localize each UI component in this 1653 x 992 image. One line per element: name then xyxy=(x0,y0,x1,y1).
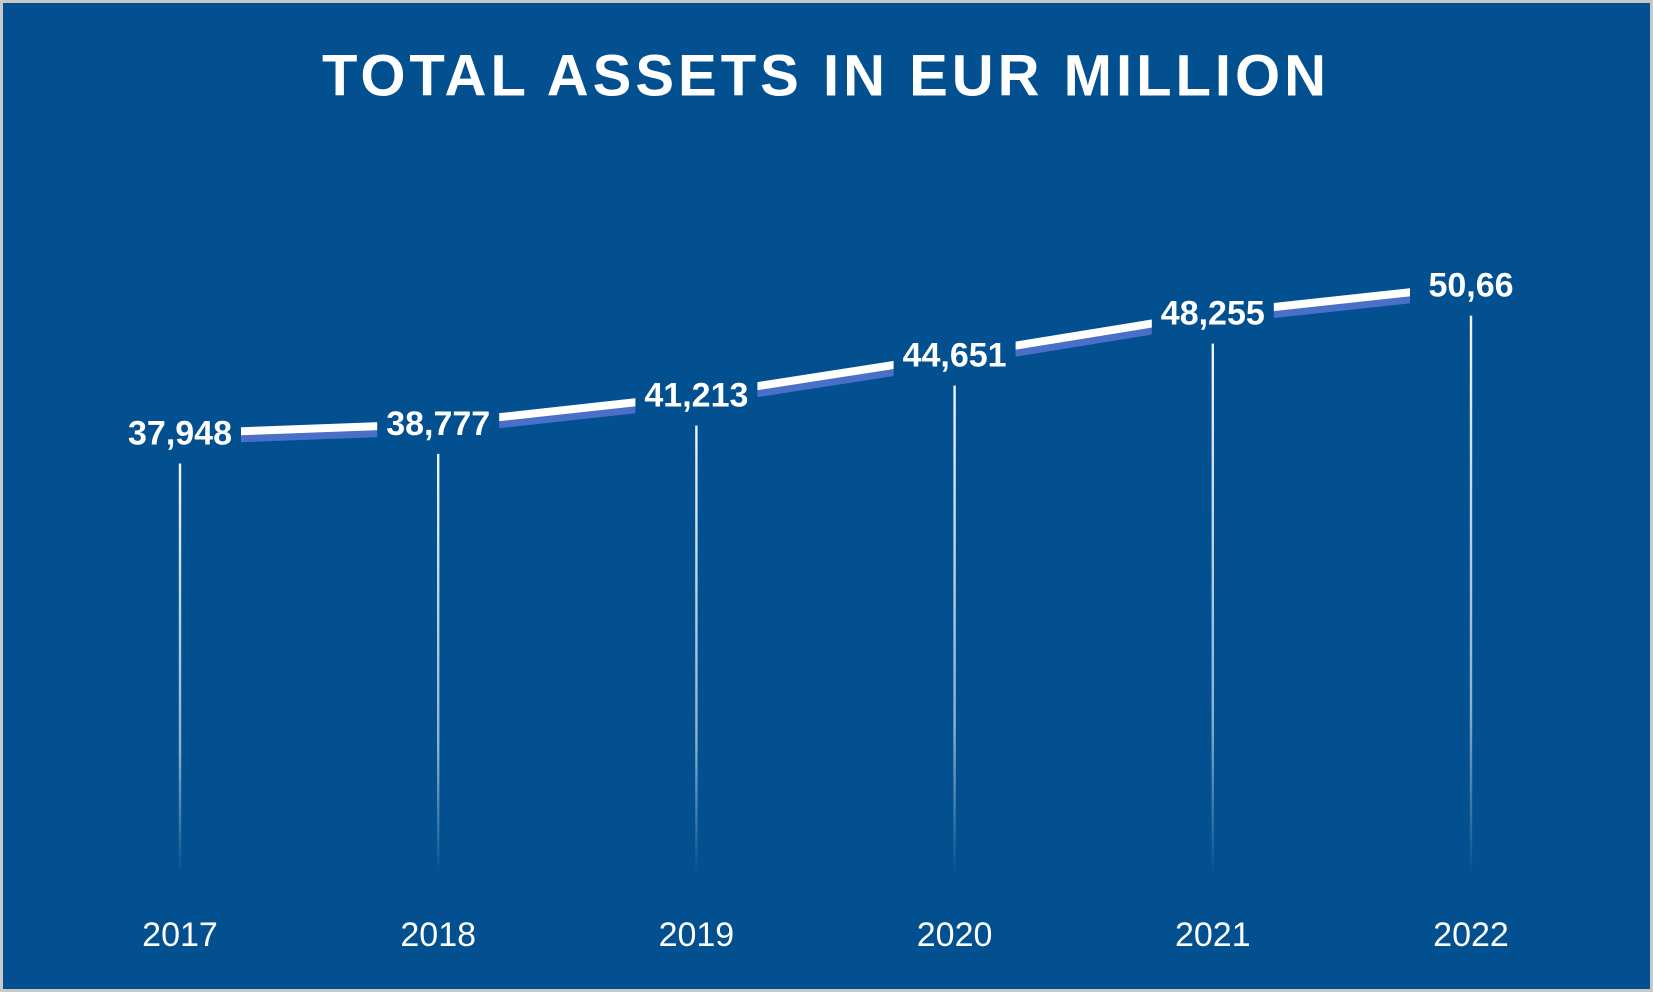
x-tick-label: 2022 xyxy=(1433,916,1509,954)
label-background xyxy=(119,409,241,456)
drop-line xyxy=(695,425,698,875)
label-background xyxy=(893,331,1016,378)
data-label: 50,66 xyxy=(1428,267,1513,305)
label-background xyxy=(1151,289,1274,336)
chart-title: TOTAL ASSETS IN EUR MILLION xyxy=(322,43,1330,108)
drop-line xyxy=(178,463,182,875)
label-background xyxy=(1410,261,1532,308)
data-label: 37,948 xyxy=(128,415,232,453)
x-tick-label: 2017 xyxy=(142,916,218,954)
x-tick-label: 2019 xyxy=(659,916,735,954)
x-tick-label: 2021 xyxy=(1175,916,1251,954)
data-label: 48,255 xyxy=(1161,295,1265,333)
drop-line xyxy=(437,453,440,875)
data-label: 44,651 xyxy=(903,337,1007,375)
x-tick-label: 2020 xyxy=(917,916,993,954)
drop-line xyxy=(953,385,956,875)
data-label: 41,213 xyxy=(644,377,748,415)
label-background xyxy=(377,399,500,446)
label-background xyxy=(635,371,758,418)
drop-line xyxy=(1469,315,1473,875)
x-tick-label: 2018 xyxy=(400,916,476,954)
drop-line xyxy=(1211,343,1214,875)
data-label: 38,777 xyxy=(386,405,490,443)
